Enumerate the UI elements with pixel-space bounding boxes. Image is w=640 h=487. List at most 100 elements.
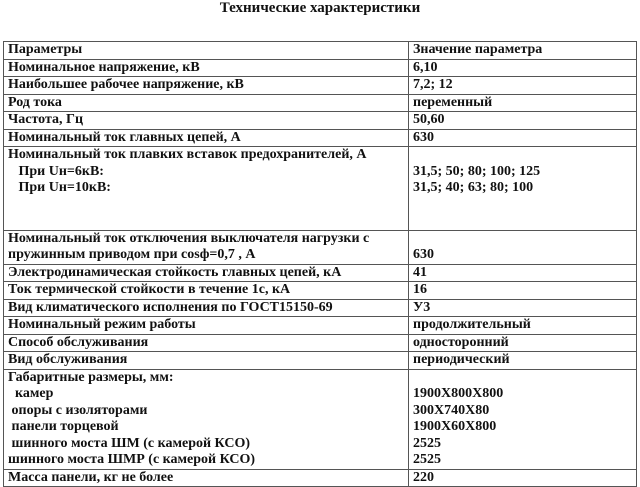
table-row: Частота, Гц 50,60 <box>3 111 637 130</box>
value-text: 6,10 <box>413 59 438 75</box>
value-text: 7,2; 12 <box>413 77 453 92</box>
value-text: 300Х740Х80 <box>413 402 490 418</box>
parameter-cell: Род тока <box>3 93 409 112</box>
parameter-cell: Частота, Гц <box>3 111 409 130</box>
value-cell: Значение параметра <box>408 41 637 60</box>
parameter-text: Электродинамическая стойкость главных це… <box>8 264 342 280</box>
parameter-text: Масса панели, кг не более <box>8 469 174 485</box>
value-text: У3 <box>413 299 431 315</box>
table-row: Номинальный ток плавких вставок предохра… <box>3 146 637 231</box>
value-cell: 630 <box>408 229 637 265</box>
value-text <box>413 231 636 248</box>
parameter-text: Вид обслуживания <box>8 352 128 367</box>
parameter-text: При Uн=6кВ: <box>8 163 104 179</box>
parameter-text: Номинальное напряжение, кВ <box>8 59 200 75</box>
value-cell: 41 <box>408 263 637 282</box>
parameter-text: Частота, Гц <box>8 112 84 127</box>
table-row: Номинальный режим работы продолжительный <box>3 316 637 335</box>
value-text: 1900Х60Х800 <box>413 419 497 434</box>
parameter-cell: Параметры <box>3 41 409 60</box>
value-cell: У3 <box>408 298 637 317</box>
table-row: Номинальный ток главных цепей, А 630 <box>3 128 637 147</box>
value-cell: переменный <box>408 93 637 112</box>
parameter-cell: Номинальный режим работы <box>3 316 409 335</box>
table-row: Номинальное напряжение, кВ 6,10 <box>3 58 637 77</box>
parameter-cell: Способ обслуживания <box>3 333 409 352</box>
parameter-cell: Вид климатического исполнения по ГОСТ151… <box>3 298 409 317</box>
parameter-cell: Номинальный ток главных цепей, А <box>3 128 409 147</box>
parameter-cell: Номинальный ток плавких вставок предохра… <box>3 146 409 231</box>
value-text: 31,5; 50; 80; 100; 125 <box>413 163 541 179</box>
table-row: Способ обслуживания односторонний <box>3 333 637 352</box>
parameter-text: Ток термической стойкости в течение 1с, … <box>8 282 291 297</box>
parameter-text: пружинным приводом при cosф=0,7 , А <box>8 247 256 262</box>
specifications-table: Параметры Значение параметра Номинальное н… <box>3 41 637 487</box>
table-row: Габаритные размеры, мм: камер опоры с из… <box>3 368 637 470</box>
parameter-text: Вид климатического исполнения по ГОСТ151… <box>8 299 333 315</box>
value-cell: продолжительный <box>408 316 637 335</box>
table-row: Электродинамическая стойкость главных це… <box>3 263 637 282</box>
parameter-text: При Uн=10кВ: <box>8 180 111 195</box>
parameter-text: Габаритные размеры, мм: <box>8 369 174 385</box>
parameter-cell: Ток термической стойкости в течение 1с, … <box>3 281 409 300</box>
parameter-cell: Масса панели, кг не более <box>3 468 409 487</box>
value-text: 630 <box>413 247 434 262</box>
table-row: Вид обслуживания периодический <box>3 351 637 370</box>
value-text: 31,5; 40; 63; 80; 100 <box>413 180 534 195</box>
table-row: Ток термической стойкости в течение 1с, … <box>3 281 637 300</box>
value-text: 16 <box>413 282 427 297</box>
table-row: Масса панели, кг не более 220 <box>3 468 637 487</box>
value-text: переменный <box>413 94 493 110</box>
value-cell: 6,10 <box>408 58 637 77</box>
value-text: 220 <box>413 469 434 485</box>
parameter-cell: Номинальный ток отключения выключателя н… <box>3 229 409 265</box>
parameter-text: опоры с изоляторами <box>8 402 148 418</box>
parameter-text: панели торцевой <box>8 419 119 434</box>
value-cell: 220 <box>408 468 637 487</box>
parameter-text: Параметры <box>8 42 83 57</box>
value-text: 41 <box>413 264 427 280</box>
value-cell: 16 <box>408 281 637 300</box>
value-cell: 7,2; 12 <box>408 76 637 95</box>
value-cell: 1900Х800Х800 300Х740Х80 1900Х60Х800 2525 252… <box>408 368 637 470</box>
value-text <box>413 213 636 230</box>
parameter-text: камер <box>8 386 54 401</box>
parameter-cell: Вид обслуживания <box>3 351 409 370</box>
parameter-text: Способ обслуживания <box>8 334 149 350</box>
value-cell: периодический <box>408 351 637 370</box>
value-text: периодический <box>413 352 510 367</box>
value-text <box>413 370 636 387</box>
parameter-text: Номинальный ток отключения выключателя н… <box>8 230 370 246</box>
parameter-text: Род тока <box>8 94 62 110</box>
value-cell: 31,5; 50; 80; 100; 125 31,5; 40; 63; 80; … <box>408 146 637 231</box>
value-text: Значение параметра <box>413 42 543 57</box>
table-header-row: Параметры Значение параметра <box>3 41 637 60</box>
value-cell: 50,60 <box>408 111 637 130</box>
parameter-text <box>8 213 408 230</box>
parameter-text: Номинальный режим работы <box>8 317 196 332</box>
document-title: Технические характеристики <box>219 0 421 16</box>
table-row: Номинальный ток отключения выключателя н… <box>3 229 637 265</box>
parameter-text: шинного моста ШМР (с камерой КСО) <box>8 452 256 467</box>
value-text: 630 <box>413 129 434 145</box>
parameter-cell: Номинальное напряжение, кВ <box>3 58 409 77</box>
parameter-text: Номинальный ток плавких вставок предохра… <box>8 147 367 162</box>
value-text: 2525 <box>413 452 441 467</box>
value-text <box>413 197 636 214</box>
parameter-cell: Электродинамическая стойкость главных це… <box>3 263 409 282</box>
parameter-text: Наибольшее рабочее напряжение, кВ <box>8 77 244 92</box>
table-row: Наибольшее рабочее напряжение, кВ 7,2; 12 <box>3 76 637 95</box>
parameter-text: Номинальный ток главных цепей, А <box>8 129 241 145</box>
value-text: односторонний <box>413 334 509 350</box>
parameter-text: шинного моста ШМ (с камерой КСО) <box>8 435 251 451</box>
parameter-text <box>8 197 408 214</box>
parameter-cell: Наибольшее рабочее напряжение, кВ <box>3 76 409 95</box>
table-row: Род тока переменный <box>3 93 637 112</box>
value-text: 50,60 <box>413 112 445 127</box>
value-text <box>413 147 636 164</box>
value-text: 2525 <box>413 435 441 451</box>
parameter-cell: Габаритные размеры, мм: камер опоры с из… <box>3 368 409 470</box>
value-cell: односторонний <box>408 333 637 352</box>
value-cell: 630 <box>408 128 637 147</box>
table-row: Вид климатического исполнения по ГОСТ151… <box>3 298 637 317</box>
